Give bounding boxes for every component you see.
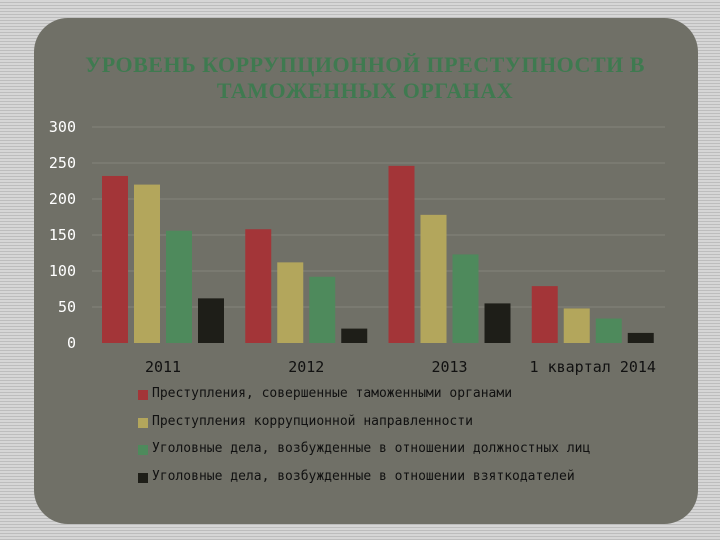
y-tick-label: 250 <box>49 154 76 172</box>
legend-label: Уголовные дела, возбужденные в отношении… <box>152 441 591 456</box>
legend-label: Преступления коррупционной направленност… <box>152 413 473 429</box>
legend-item: Преступления, совершенные таможенными ор… <box>138 386 698 414</box>
legend-label: Преступления, совершенные таможенными ор… <box>152 386 513 401</box>
x-tick-label: 1 квартал 2014 <box>530 358 656 376</box>
bar-3-2 <box>309 276 336 343</box>
legend-item: Преступления коррупционной направленност… <box>138 414 698 442</box>
y-tick-label: 150 <box>49 226 76 244</box>
legend-swatch <box>138 390 148 400</box>
bar-4-4 <box>627 332 654 343</box>
legend-item: Уголовные дела, возбужденные в отношении… <box>138 441 698 469</box>
bar-4-2 <box>341 328 368 343</box>
y-tick-label: 0 <box>67 334 76 352</box>
bar-2-1 <box>134 184 160 343</box>
x-axis-ticks: 2011 2012 2013 1 квартал 2014 <box>145 358 656 376</box>
bar-1-3 <box>388 165 415 343</box>
x-tick-label: 2012 <box>288 358 324 376</box>
legend-swatch <box>138 417 148 428</box>
bar-series <box>102 165 654 343</box>
y-axis-ticks: 0 50 100 150 200 250 300 <box>49 118 76 352</box>
bar-2-2 <box>277 262 304 343</box>
y-tick-label: 300 <box>49 118 76 136</box>
bar-1-1 <box>102 175 128 343</box>
legend-swatch <box>138 445 148 455</box>
chart-title: УРОВЕНЬ КОРРУПЦИОННОЙ ПРЕСТУПНОСТИ В ТАМ… <box>85 52 645 103</box>
y-tick-label: 50 <box>58 298 76 316</box>
bar-3-3 <box>452 254 479 343</box>
bar-2-3 <box>420 214 447 343</box>
bar-4-1 <box>198 298 224 343</box>
chart-legend: Преступления, совершенные таможенными ор… <box>138 386 698 496</box>
legend-swatch <box>138 472 148 483</box>
y-tick-label: 200 <box>49 190 76 208</box>
bar-4-3 <box>484 303 511 343</box>
y-tick-label: 100 <box>49 262 76 280</box>
bar-1-2 <box>245 229 272 343</box>
x-tick-label: 2013 <box>431 358 467 376</box>
bar-2-4 <box>563 308 590 343</box>
bar-3-1 <box>166 230 192 343</box>
legend-item: Уголовные дела, возбужденные в отношении… <box>138 469 698 497</box>
legend-label: Уголовные дела, возбужденные в отношении… <box>152 468 575 484</box>
x-tick-label: 2011 <box>145 358 181 376</box>
bar-3-4 <box>595 318 622 343</box>
bar-1-4 <box>531 286 558 343</box>
